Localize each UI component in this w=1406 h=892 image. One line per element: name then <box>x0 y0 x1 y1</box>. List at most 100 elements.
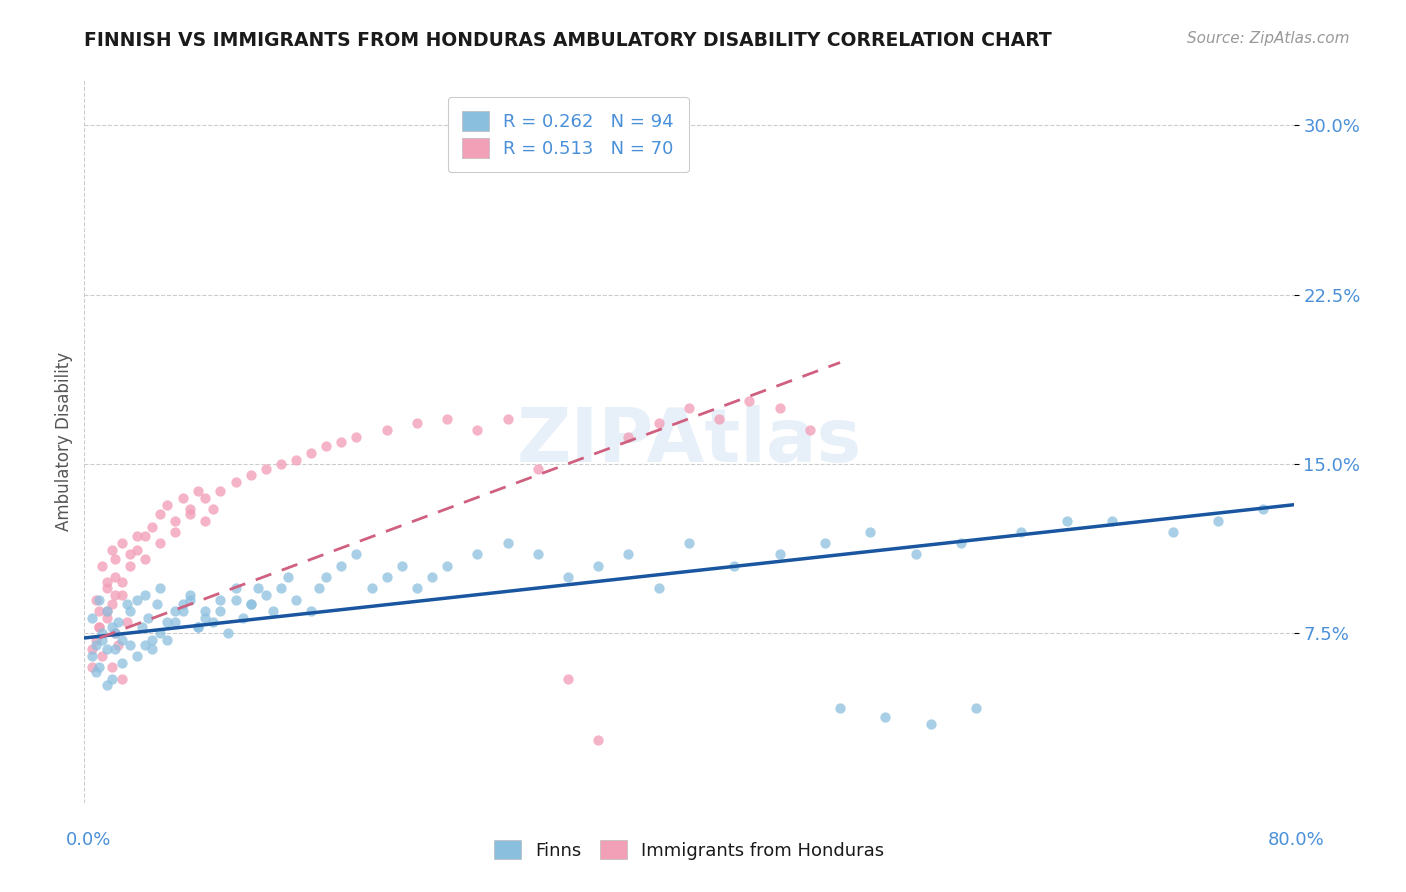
Point <box>315 439 337 453</box>
Point <box>127 529 149 543</box>
Point <box>165 514 187 528</box>
Point <box>172 604 194 618</box>
Point <box>436 412 458 426</box>
Point <box>254 588 277 602</box>
Point <box>127 542 149 557</box>
Point <box>118 604 141 618</box>
Point <box>285 452 308 467</box>
Point <box>141 633 163 648</box>
Point <box>179 507 201 521</box>
Point <box>194 491 217 505</box>
Point <box>118 558 141 573</box>
Point <box>149 536 172 550</box>
Text: ZIPAtlas: ZIPAtlas <box>516 405 862 478</box>
Point <box>1011 524 1033 539</box>
Point <box>165 615 187 630</box>
Point <box>100 597 122 611</box>
Y-axis label: Ambulatory Disability: Ambulatory Disability <box>55 352 73 531</box>
Point <box>100 620 122 634</box>
Text: 0.0%: 0.0% <box>66 831 111 849</box>
Point <box>1253 502 1275 516</box>
Point <box>100 660 122 674</box>
Point <box>391 558 413 573</box>
Point <box>496 412 519 426</box>
Point <box>179 588 201 602</box>
Point <box>86 592 108 607</box>
Point <box>420 570 443 584</box>
Point <box>225 475 247 490</box>
Point <box>299 446 322 460</box>
Point <box>104 626 127 640</box>
Point <box>209 592 232 607</box>
Point <box>107 638 129 652</box>
Text: 80.0%: 80.0% <box>1268 831 1324 849</box>
Point <box>96 678 118 692</box>
Point <box>187 620 209 634</box>
Point <box>830 701 852 715</box>
Point <box>557 570 579 584</box>
Point <box>89 620 111 634</box>
Point <box>80 660 103 674</box>
Point <box>346 548 368 562</box>
Point <box>678 536 700 550</box>
Point <box>187 484 209 499</box>
Point <box>617 548 640 562</box>
Point <box>104 642 127 657</box>
Point <box>270 582 292 596</box>
Point <box>315 570 337 584</box>
Point <box>232 610 254 624</box>
Point <box>239 597 262 611</box>
Point <box>814 536 837 550</box>
Point <box>96 574 118 589</box>
Point <box>115 615 138 630</box>
Point <box>187 620 209 634</box>
Point <box>111 536 134 550</box>
Point <box>115 597 138 611</box>
Point <box>134 529 156 543</box>
Point <box>149 582 172 596</box>
Point <box>100 542 122 557</box>
Point <box>617 430 640 444</box>
Point <box>648 417 671 431</box>
Point <box>1206 514 1229 528</box>
Point <box>406 582 429 596</box>
Point <box>209 484 232 499</box>
Point <box>165 524 187 539</box>
Point <box>406 417 429 431</box>
Point <box>104 588 127 602</box>
Point <box>467 423 489 437</box>
Point <box>127 592 149 607</box>
Point <box>209 604 232 618</box>
Point <box>136 610 159 624</box>
Point <box>588 558 610 573</box>
Point <box>149 626 172 640</box>
Point <box>131 620 153 634</box>
Point <box>648 582 671 596</box>
Point <box>91 633 114 648</box>
Point <box>156 633 179 648</box>
Point <box>111 633 134 648</box>
Point <box>89 660 111 674</box>
Point <box>165 604 187 618</box>
Point <box>96 604 118 618</box>
Point <box>270 457 292 471</box>
Point <box>134 588 156 602</box>
Point <box>247 582 270 596</box>
Point <box>156 615 179 630</box>
Point <box>375 570 398 584</box>
Point <box>527 548 550 562</box>
Point <box>225 592 247 607</box>
Point <box>91 558 114 573</box>
Point <box>299 604 322 618</box>
Point <box>678 401 700 415</box>
Point <box>100 672 122 686</box>
Point <box>86 633 108 648</box>
Point <box>111 672 134 686</box>
Point <box>262 604 284 618</box>
Point <box>96 642 118 657</box>
Point <box>91 648 114 663</box>
Point <box>588 732 610 747</box>
Point <box>149 507 172 521</box>
Point <box>146 597 169 611</box>
Point <box>1056 514 1078 528</box>
